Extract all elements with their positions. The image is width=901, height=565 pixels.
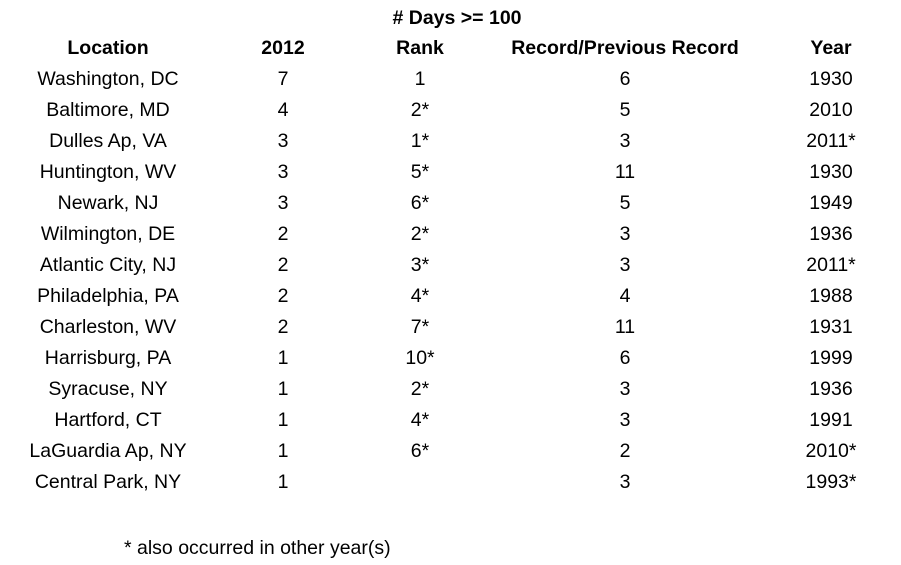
cell-year-2012: 2 <box>277 316 289 338</box>
cell-year-2012: 7 <box>277 68 289 90</box>
table-row: Washington, DC 7 1 6 1930 <box>0 67 901 98</box>
cell-record: 3 <box>619 130 631 152</box>
cell-rank: 4* <box>410 285 430 307</box>
cell-rank: 10* <box>405 347 435 369</box>
table-row: Newark, NJ 3 6* 5 1949 <box>0 191 901 222</box>
cell-location: Syracuse, NY <box>48 378 168 400</box>
cell-location: Hartford, CT <box>54 409 162 431</box>
cell-record: 5 <box>619 192 631 214</box>
cell-record: 3 <box>619 223 631 245</box>
cell-location: LaGuardia Ap, NY <box>29 440 187 462</box>
cell-rank: 5* <box>410 161 430 183</box>
cell-record: 6 <box>619 347 631 369</box>
cell-year-2012: 2 <box>277 285 289 307</box>
cell-location: Huntington, WV <box>39 161 177 183</box>
cell-record: 2 <box>619 440 631 462</box>
cell-rank: 3* <box>410 254 430 276</box>
cell-rank: 2* <box>410 99 430 121</box>
footnote: * also occurred in other year(s) <box>124 537 391 559</box>
cell-location: Central Park, NY <box>34 471 182 493</box>
column-header-location: Location <box>67 37 149 59</box>
cell-year-2012: 1 <box>277 440 289 462</box>
cell-year-2012: 4 <box>277 99 289 121</box>
cell-record-year: 1936 <box>809 378 853 400</box>
cell-rank: 4* <box>410 409 430 431</box>
table-row: Wilmington, DE 2 2* 3 1936 <box>0 222 901 253</box>
cell-rank: 2* <box>410 378 430 400</box>
table-row: LaGuardia Ap, NY 1 6* 2 2010* <box>0 439 901 470</box>
cell-year-2012: 1 <box>277 378 289 400</box>
cell-record-year: 2010 <box>809 99 853 121</box>
cell-record: 5 <box>619 99 631 121</box>
cell-rank: 1 <box>414 68 426 90</box>
cell-rank: 7* <box>410 316 430 338</box>
cell-record-year: 1949 <box>809 192 853 214</box>
cell-record: 11 <box>614 316 636 338</box>
cell-location: Harrisburg, PA <box>44 347 172 369</box>
cell-record: 3 <box>619 471 631 493</box>
cell-record-year: 2011* <box>806 254 856 276</box>
cell-record-year: 1931 <box>809 316 853 338</box>
table-row: Huntington, WV 3 5* 11 1930 <box>0 160 901 191</box>
cell-location: Washington, DC <box>37 68 179 90</box>
table-row: Central Park, NY 1 3 1993* <box>0 470 901 501</box>
cell-year-2012: 2 <box>277 223 289 245</box>
cell-record-year: 1991 <box>809 409 853 431</box>
cell-location: Wilmington, DE <box>40 223 176 245</box>
cell-location: Newark, NJ <box>57 192 159 214</box>
cell-rank: 1* <box>410 130 430 152</box>
cell-rank: 6* <box>410 192 430 214</box>
cell-year-2012: 2 <box>277 254 289 276</box>
cell-record-year: 2011* <box>806 130 856 152</box>
cell-location: Philadelphia, PA <box>37 285 179 307</box>
table-row: Baltimore, MD 4 2* 5 2010 <box>0 98 901 129</box>
cell-record: 3 <box>619 378 631 400</box>
cell-record: 6 <box>619 68 631 90</box>
cell-location: Atlantic City, NJ <box>39 254 177 276</box>
table-row: Syracuse, NY 1 2* 3 1936 <box>0 377 901 408</box>
table-row: Hartford, CT 1 4* 3 1991 <box>0 408 901 439</box>
cell-year-2012: 1 <box>277 347 289 369</box>
cell-record-year: 1936 <box>809 223 853 245</box>
table-row: Atlantic City, NJ 2 3* 3 2011* <box>0 253 901 284</box>
table-row: Philadelphia, PA 2 4* 4 1988 <box>0 284 901 315</box>
cell-record-year: 1930 <box>809 68 853 90</box>
table-header: Location 2012 Rank Record/Previous Record Ye… <box>0 36 901 67</box>
cell-rank: 6* <box>410 440 430 462</box>
cell-record: 11 <box>614 161 636 183</box>
cell-location: Baltimore, MD <box>46 99 170 121</box>
cell-record-year: 1930 <box>809 161 853 183</box>
column-header-rank: Rank <box>396 37 444 59</box>
table-row: Dulles Ap, VA 3 1* 3 2011* <box>0 129 901 160</box>
cell-year-2012: 1 <box>277 409 289 431</box>
cell-record-year: 2010* <box>805 440 857 462</box>
cell-location: Dulles Ap, VA <box>49 130 167 152</box>
cell-location: Charleston, WV <box>39 316 177 338</box>
cell-record: 3 <box>619 254 631 276</box>
cell-year-2012: 3 <box>277 161 289 183</box>
cell-record-year: 1999 <box>809 347 853 369</box>
table-title: # Days >= 100 <box>392 7 522 29</box>
column-header-year-2012: 2012 <box>261 37 305 59</box>
cell-record-year: 1993* <box>805 471 857 493</box>
cell-year-2012: 3 <box>277 192 289 214</box>
cell-year-2012: 3 <box>277 130 289 152</box>
table-row: Harrisburg, PA 1 10* 6 1999 <box>0 346 901 377</box>
cell-record: 4 <box>619 285 631 307</box>
cell-record: 3 <box>619 409 631 431</box>
column-header-record: Record/Previous Record <box>511 37 739 59</box>
cell-rank: 2* <box>410 223 430 245</box>
cell-record-year: 1988 <box>809 285 853 307</box>
cell-year-2012: 1 <box>277 471 289 493</box>
column-header-record-year: Year <box>810 37 852 59</box>
table-row: Charleston, WV 2 7* 11 1931 <box>0 315 901 346</box>
